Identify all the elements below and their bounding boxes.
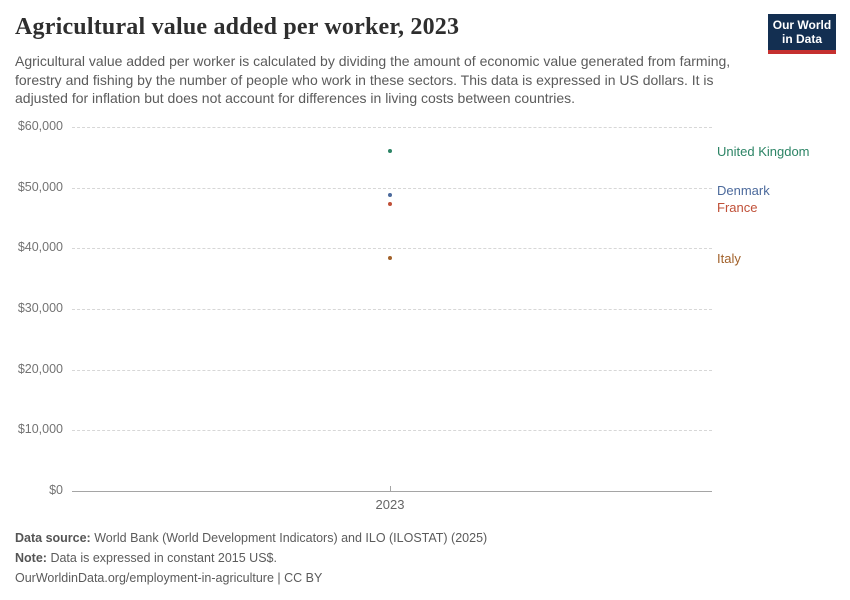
license-line: OurWorldinData.org/employment-in-agricul…	[15, 571, 323, 585]
note-label: Note:	[15, 551, 47, 565]
series-label-france: France	[717, 200, 758, 216]
series-label-italy: Italy	[717, 250, 741, 266]
gridline	[72, 309, 712, 310]
chart-plot-area: $0 $10,000 $20,000 $30,000 $40,000 $50,000 $60…	[0, 115, 850, 520]
owid-logo: Our World in Data	[768, 14, 836, 54]
x-axis-line	[72, 491, 712, 492]
data-point-italy	[388, 256, 392, 261]
x-axis-tick-mark	[390, 486, 391, 491]
data-point-france	[388, 202, 392, 207]
gridline	[72, 369, 712, 371]
page-title: Agricultural value added per worker, 202…	[15, 14, 460, 40]
note-text: Data is expressed in constant 2015 US$.	[50, 551, 277, 565]
gridline	[72, 430, 712, 432]
data-source-line: Data source: World Bank (World Developme…	[15, 528, 487, 548]
y-axis-tick-label: $10,000	[17, 422, 63, 437]
series-label-denmark: Denmark	[717, 183, 770, 199]
y-axis-tick-label: $0	[49, 483, 63, 497]
series-label-united-kingdom: United Kingdom	[717, 143, 810, 159]
y-axis-tick-label: $20,000	[17, 361, 63, 376]
x-axis-tick-label: 2023	[375, 497, 405, 512]
data-source-text: World Bank (World Development Indicators…	[94, 531, 488, 545]
data-point-united-kingdom	[388, 149, 392, 154]
gridline	[72, 127, 712, 128]
owid-logo-line1: Our World	[772, 18, 832, 32]
gridline	[72, 248, 712, 250]
gridline	[72, 187, 712, 189]
y-axis-tick-label: $30,000	[17, 301, 63, 315]
data-source-label: Data source:	[15, 531, 91, 545]
chart-subtitle: Agricultural value added per worker is c…	[15, 53, 731, 106]
y-axis-tick-label: $50,000	[17, 179, 63, 194]
note-line: Note: Data is expressed in constant 2015…	[15, 548, 487, 568]
y-axis-tick-label: $60,000	[17, 119, 63, 133]
data-point-denmark	[388, 192, 392, 197]
owid-logo-line2: in Data	[781, 32, 822, 46]
chart-footer: Data source: World Bank (World Developme…	[15, 528, 487, 588]
y-axis-tick-label: $40,000	[17, 240, 63, 255]
